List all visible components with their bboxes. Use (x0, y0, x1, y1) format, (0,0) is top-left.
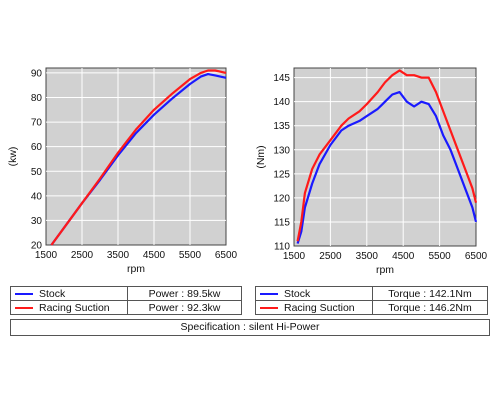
y-tick-label: 90 (31, 68, 43, 79)
x-tick-label: 6500 (215, 250, 238, 261)
racing-suction-line-swatch (260, 306, 278, 309)
y-tick-label: 20 (31, 241, 43, 252)
torque-legend-table: Stock Torque : 142.1Nm Racing Suction To… (255, 286, 488, 315)
legend-row-racing-suction: Racing Suction Torque : 146.2Nm (255, 300, 488, 315)
stock-series-line (296, 90, 478, 244)
x-tick-label: 6500 (465, 251, 488, 262)
y-tick-label: 40 (31, 191, 43, 202)
x-tick-label: 3500 (356, 251, 379, 262)
stock-power-value: Power : 89.5kw (127, 286, 242, 301)
charts-canvas: 1500 2500 3500 4500 5500 6500 20 30 40 50 60 70 80 90… (7, 67, 488, 276)
x-tick-label: 5500 (179, 250, 202, 261)
x-tick-label: 3500 (107, 250, 130, 261)
torque-chart: 1500 2500 3500 4500 5500 6500 110 115 120 125 130 1… (255, 67, 488, 276)
legend-row-stock: Stock Torque : 142.1Nm (255, 286, 488, 301)
y-tick-label: 145 (273, 73, 290, 84)
y-tick-label: 110 (274, 242, 290, 253)
stock-line-swatch (260, 292, 278, 295)
x-axis-title: rpm (376, 264, 394, 276)
power-legend-table: Stock Power : 89.5kw Racing Suction Powe… (10, 286, 242, 315)
power-plot-area (45, 67, 227, 246)
racing-suction-series-line (296, 69, 478, 242)
y-tick-label: 140 (273, 97, 290, 108)
racing-suction-power-value: Power : 92.3kw (127, 300, 242, 315)
y-tick-label: 120 (273, 193, 290, 204)
racing-suction-series-line (50, 69, 227, 246)
y-tick-label: 60 (31, 142, 43, 153)
y-tick-label: 115 (274, 217, 290, 228)
stock-line-swatch (15, 292, 33, 295)
legend-series-name: Stock (39, 287, 66, 300)
legend-series-name: Stock (284, 287, 311, 300)
x-tick-label: 2500 (71, 250, 94, 261)
y-axis-title: (Nm) (255, 145, 267, 168)
legend-series-name: Racing Suction (284, 301, 355, 314)
x-tick-label: 1500 (283, 251, 306, 262)
stock-torque-value: Torque : 142.1Nm (372, 286, 488, 301)
legend-series-name: Racing Suction (39, 301, 110, 314)
torque-plot-area (293, 67, 477, 247)
x-tick-label: 5500 (428, 251, 451, 262)
legend-row-stock: Stock Power : 89.5kw (10, 286, 242, 301)
specification-label: Specification : silent Hi-Power (10, 319, 490, 336)
x-tick-label: 1500 (35, 250, 58, 261)
y-tick-label: 125 (273, 169, 290, 180)
y-axis-title: (kw) (7, 147, 19, 167)
y-tick-label: 50 (31, 167, 43, 178)
racing-suction-torque-value: Torque : 146.2Nm (372, 300, 488, 315)
y-tick-label: 130 (273, 145, 290, 156)
x-tick-label: 4500 (143, 250, 166, 261)
y-tick-label: 70 (31, 118, 43, 129)
y-tick-label: 135 (273, 121, 290, 132)
legend-row-racing-suction: Racing Suction Power : 92.3kw (10, 300, 242, 315)
x-axis-title: rpm (127, 263, 145, 275)
y-tick-label: 80 (31, 93, 43, 104)
x-tick-label: 4500 (392, 251, 415, 262)
y-tick-label: 30 (31, 216, 43, 227)
power-chart: 1500 2500 3500 4500 5500 6500 20 30 40 50 60 70 80 90… (7, 67, 238, 275)
racing-suction-line-swatch (15, 306, 33, 309)
x-tick-label: 2500 (319, 251, 342, 262)
